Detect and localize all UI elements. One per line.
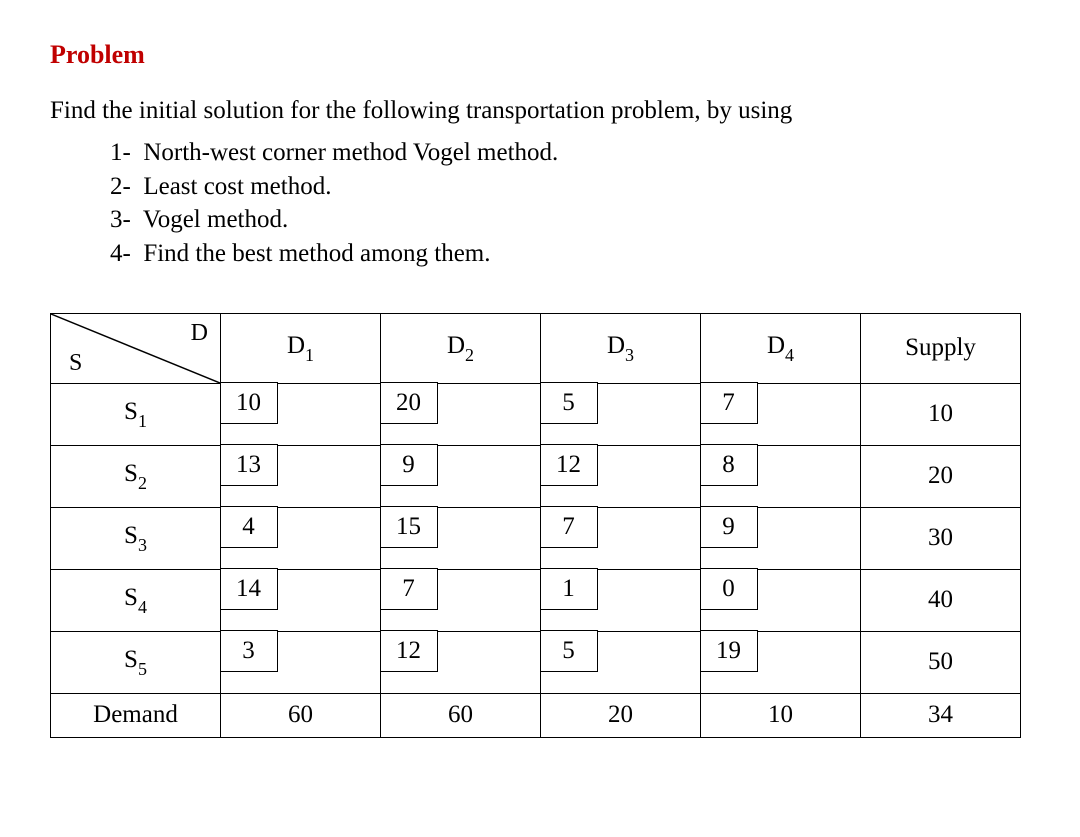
- diagonal-header-cell: D S: [51, 313, 221, 383]
- cost-value: 15: [380, 506, 438, 548]
- cost-cell: 10: [221, 383, 381, 445]
- supply-cell: 30: [861, 507, 1021, 569]
- col-header-d4: D4: [701, 313, 861, 383]
- cost-value: 7: [540, 506, 598, 548]
- cost-cell: 1: [541, 569, 701, 631]
- cost-cell: 19: [701, 631, 861, 693]
- method-list: 1- North-west corner method Vogel method…: [50, 136, 1040, 271]
- list-item: 1- North-west corner method Vogel method…: [110, 136, 1040, 170]
- cost-cell: 15: [381, 507, 541, 569]
- cost-value: 3: [220, 630, 278, 672]
- cost-cell: 14: [221, 569, 381, 631]
- cost-value: 4: [220, 506, 278, 548]
- cost-cell: 9: [701, 507, 861, 569]
- cost-cell: 12: [381, 631, 541, 693]
- supply-cell: 20: [861, 445, 1021, 507]
- cost-cell: 7: [381, 569, 541, 631]
- supply-cell: 40: [861, 569, 1021, 631]
- cost-cell: 13: [221, 445, 381, 507]
- supply-cell: 50: [861, 631, 1021, 693]
- list-item: 3- Vogel method.: [110, 203, 1040, 237]
- demand-cell: 20: [541, 693, 701, 737]
- row-header-s2: S2: [51, 445, 221, 507]
- cost-value: 8: [700, 444, 758, 486]
- problem-heading: Problem: [50, 40, 1040, 70]
- cost-value: 14: [220, 568, 278, 610]
- cost-value: 20: [380, 382, 438, 424]
- cost-value: 10: [220, 382, 278, 424]
- cost-value: 12: [540, 444, 598, 486]
- list-item: 2- Least cost method.: [110, 170, 1040, 204]
- list-item: 4- Find the best method among them.: [110, 237, 1040, 271]
- cost-cell: 7: [541, 507, 701, 569]
- cost-cell: 20: [381, 383, 541, 445]
- cost-cell: 4: [221, 507, 381, 569]
- cost-cell: 9: [381, 445, 541, 507]
- row-header-s1: S1: [51, 383, 221, 445]
- cost-value: 5: [540, 382, 598, 424]
- cost-value: 5: [540, 630, 598, 672]
- row-header-s5: S5: [51, 631, 221, 693]
- dest-axis-label: D: [191, 320, 208, 347]
- demand-cell: 60: [221, 693, 381, 737]
- demand-total-cell: 34: [861, 693, 1021, 737]
- demand-cell: 60: [381, 693, 541, 737]
- demand-row-label: Demand: [51, 693, 221, 737]
- cost-value: 9: [700, 506, 758, 548]
- col-header-d1: D1: [221, 313, 381, 383]
- cost-value: 13: [220, 444, 278, 486]
- cost-cell: 0: [701, 569, 861, 631]
- supply-cell: 10: [861, 383, 1021, 445]
- cost-cell: 3: [221, 631, 381, 693]
- cost-value: 7: [380, 568, 438, 610]
- cost-cell: 12: [541, 445, 701, 507]
- cost-value: 12: [380, 630, 438, 672]
- demand-cell: 10: [701, 693, 861, 737]
- transportation-table: D S D1 D2 D3 D4 Supply S1 10 20 5 7 10 S…: [50, 313, 1021, 738]
- row-header-s3: S3: [51, 507, 221, 569]
- source-axis-label: S: [69, 350, 82, 377]
- cost-value: 7: [700, 382, 758, 424]
- cost-value: 19: [700, 630, 758, 672]
- col-header-d2: D2: [381, 313, 541, 383]
- intro-text: Find the initial solution for the follow…: [50, 94, 1040, 128]
- cost-cell: 5: [541, 631, 701, 693]
- cost-cell: 8: [701, 445, 861, 507]
- cost-cell: 5: [541, 383, 701, 445]
- row-header-s4: S4: [51, 569, 221, 631]
- col-header-d3: D3: [541, 313, 701, 383]
- cost-value: 9: [380, 444, 438, 486]
- cost-cell: 7: [701, 383, 861, 445]
- cost-value: 0: [700, 568, 758, 610]
- col-header-supply: Supply: [861, 313, 1021, 383]
- cost-value: 1: [540, 568, 598, 610]
